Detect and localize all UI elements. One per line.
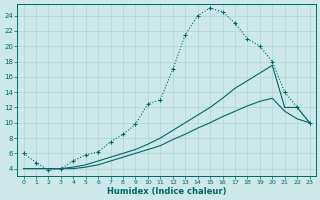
X-axis label: Humidex (Indice chaleur): Humidex (Indice chaleur) [107, 187, 226, 196]
